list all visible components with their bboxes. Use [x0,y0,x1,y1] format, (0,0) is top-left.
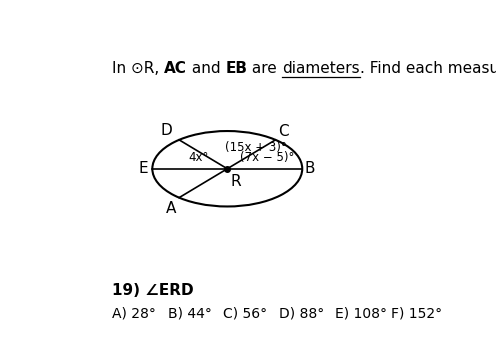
Text: B) 44°: B) 44° [168,306,212,320]
Text: A: A [166,201,177,216]
Text: diameters: diameters [282,61,360,76]
Text: (15x + 3)°: (15x + 3)° [225,141,287,154]
Text: In ⊙R,: In ⊙R, [112,61,164,76]
Text: and: and [187,61,226,76]
Text: . Find each measure:: . Find each measure: [360,61,496,76]
Text: E) 108°: E) 108° [335,306,387,320]
Text: F) 152°: F) 152° [391,306,442,320]
Text: R: R [230,174,241,189]
Text: D) 88°: D) 88° [279,306,324,320]
Text: EB: EB [226,61,248,76]
Text: C) 56°: C) 56° [223,306,267,320]
Text: AC: AC [164,61,187,76]
Text: A) 28°: A) 28° [112,306,156,320]
Text: 4x°: 4x° [189,151,209,164]
Text: B: B [305,161,315,176]
Text: 19) ∠ERD: 19) ∠ERD [112,283,193,298]
Text: C: C [278,124,289,139]
Text: are: are [248,61,282,76]
Text: D: D [161,123,172,138]
Text: (7x − 5)°: (7x − 5)° [240,151,294,164]
Text: E: E [138,161,148,176]
